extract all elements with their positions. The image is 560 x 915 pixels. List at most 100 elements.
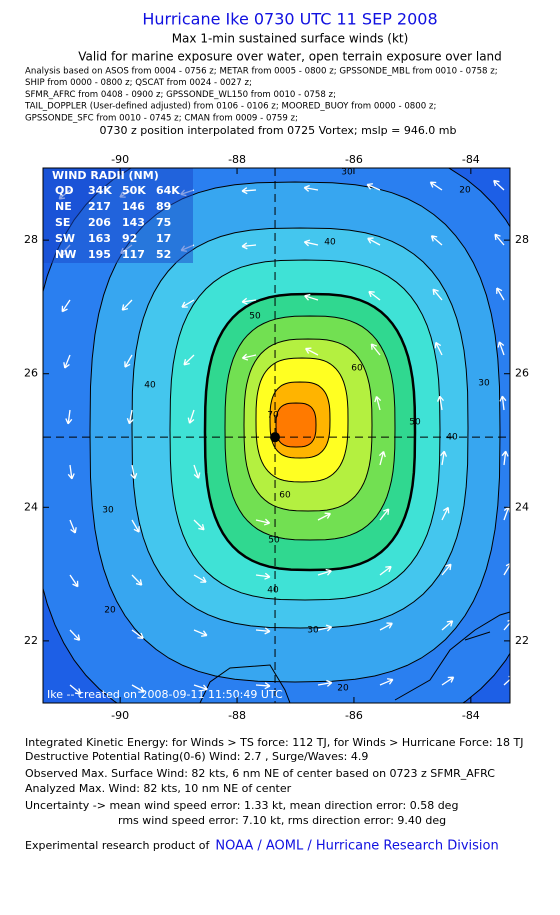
wind-arrow (193, 684, 208, 692)
map-frame (42, 167, 511, 704)
contour-label: 20 (104, 606, 116, 616)
footer-line: rms wind speed error: 7.10 kt, rms direc… (118, 814, 446, 827)
analysis-line: GPSSONDE_SFC from 0010 - 0745 z; CMAN fr… (25, 113, 298, 123)
wind-arrow (305, 347, 319, 356)
contour-label: 30 (307, 626, 319, 636)
wind-radii-header: 50K (122, 184, 146, 197)
wind-arrow (379, 565, 392, 576)
wind-arrow (181, 299, 195, 308)
wind-radii-header: QD (55, 184, 73, 197)
wind-arrow (131, 684, 145, 693)
wind-arrow (378, 451, 386, 466)
wind-arrow (441, 506, 450, 521)
footer-line: Analyzed Max. Wind: 82 kts, 10 nm NE of … (25, 782, 292, 795)
wind-arrow (503, 619, 510, 631)
wind-radii-cell: 146 (122, 200, 145, 213)
wind-arrow (441, 620, 454, 631)
analysis-line: SFMR_AFRC from 0408 - 0900 z; GPSSONDE_W… (25, 90, 336, 100)
wind-radii-box (43, 168, 193, 263)
wind-arrow (255, 682, 271, 690)
wind-arrow (124, 354, 133, 368)
wind-arrow (304, 293, 319, 301)
analysis-lines: Analysis based on ASOS from 0004 - 0756 … (24, 67, 498, 124)
wind-arrow (303, 239, 319, 247)
coastline (199, 611, 510, 703)
wind-arrow (434, 341, 443, 356)
product-link: NOAA / AOML / Hurricane Research Divisio… (215, 839, 498, 854)
wind-arrow (69, 574, 79, 588)
wind-arrow (63, 354, 71, 369)
wind-radii-cell: 92 (122, 232, 137, 245)
wind-arrow (496, 287, 505, 301)
wind-radii-cell: 143 (122, 216, 145, 229)
wind-arrow (241, 297, 257, 305)
y-tick-label: 26 (515, 367, 529, 380)
wind-arrow (193, 464, 201, 479)
wind-arrow (69, 684, 82, 695)
wind-arrow (187, 409, 195, 424)
contour-label: 70 (267, 411, 279, 421)
wind-arrow (255, 518, 271, 526)
wind-radii-cell: SW (55, 232, 75, 245)
contour-label: 20 (337, 684, 349, 694)
contour-label: 40 (324, 238, 336, 248)
wind-arrow (317, 624, 333, 632)
wind-arrow (193, 574, 207, 583)
wind-arrow (368, 290, 381, 301)
wind-radii-cell: 195 (88, 248, 111, 261)
wind-arrow (379, 508, 390, 521)
wind-arrow (131, 629, 144, 639)
wind-radii-title: WIND RADII (NM) (52, 169, 159, 182)
validity: Valid for marine exposure over water, op… (78, 50, 502, 64)
wind-radii-cell: 163 (88, 232, 111, 245)
wind-arrow (436, 395, 445, 411)
wind-radii-header: 34K (88, 184, 112, 197)
contour-label: 30 (341, 168, 353, 178)
wind-contour (275, 402, 317, 448)
wind-arrow (183, 354, 195, 366)
wind-arrow (429, 181, 443, 191)
analysis-line: SHIP from 0000 - 0800 z; QSCAT from 0024… (25, 78, 252, 88)
wind-arrow (317, 512, 331, 521)
y-tick-label: 22 (24, 634, 38, 647)
wind-arrow (67, 464, 75, 480)
wind-arrow (126, 409, 134, 425)
wind-arrow (379, 678, 394, 686)
wind-arrow (441, 563, 452, 576)
wind-arrow (130, 464, 138, 480)
analysis-line: TAIL_DOPPLER (User-defined adjusted) fro… (24, 102, 436, 112)
wind-arrow (370, 343, 381, 356)
contour-label: 40 (144, 381, 156, 391)
wind-arrow (121, 299, 133, 311)
wind-arrow (503, 562, 510, 576)
contour-label: 60 (279, 491, 291, 501)
wind-arrow (441, 676, 455, 686)
wind-arrow (69, 629, 81, 641)
wind-arrow (255, 627, 271, 635)
wind-radii-cell: 75 (156, 216, 171, 229)
wind-arrow (497, 341, 505, 356)
storm-center (270, 432, 281, 443)
contour-label: 20 (459, 186, 471, 196)
wind-arrow (193, 629, 208, 637)
x-tick-label: -84 (462, 709, 480, 722)
contour-label: 50 (249, 312, 261, 322)
wind-arrow (493, 179, 505, 191)
wind-arrow (379, 622, 393, 631)
wind-arrow (366, 183, 381, 191)
y-tick-label: 26 (24, 367, 38, 380)
contour-label: 50 (409, 418, 421, 428)
contour-label: 30 (102, 506, 114, 516)
wind-arrow (494, 233, 505, 246)
wind-radii-cell: 117 (122, 248, 145, 261)
footer-line: Integrated Kinetic Energy: for Winds > T… (25, 736, 524, 749)
wind-radii-cell: SE (55, 216, 70, 229)
product-prefix: Experimental research product of (25, 839, 210, 852)
footer-line: Observed Max. Surface Wind: 82 kts, 6 nm… (25, 767, 495, 780)
subtitle: Max 1-min sustained surface winds (kt) (172, 32, 409, 46)
axes: -90 -90 -88 -88 -86 -86 -84 -84 22 22 24 24 26 26 28 28 (24, 153, 529, 722)
wind-radii-header: 64K (156, 184, 180, 197)
wind-arrow (241, 242, 257, 250)
contour-label: 30 (478, 379, 490, 389)
